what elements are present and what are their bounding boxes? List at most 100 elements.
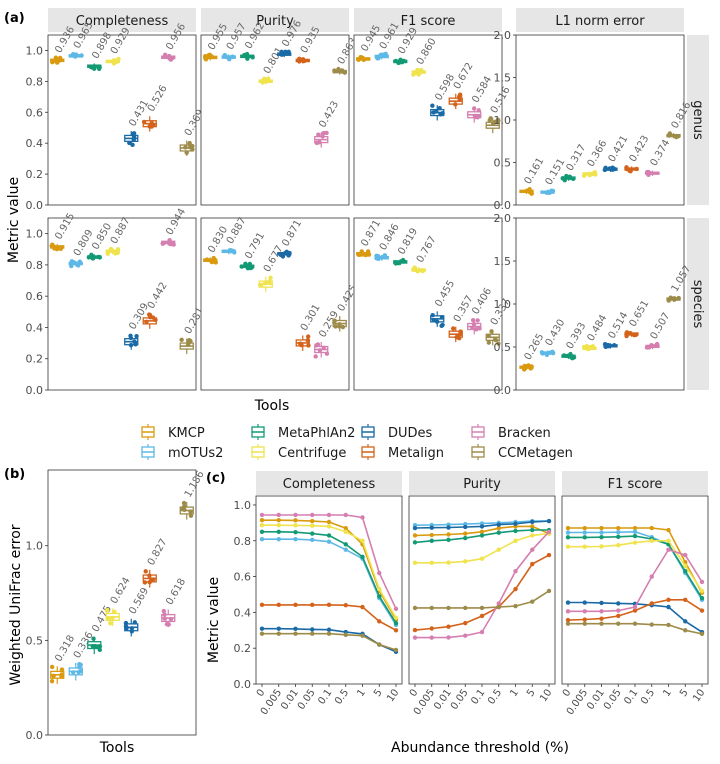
- box-point: [112, 58, 117, 63]
- series-point-ccmetagen: [293, 631, 298, 636]
- box-point: [313, 354, 318, 359]
- box-point: [90, 254, 96, 259]
- series-point-dudes: [293, 626, 298, 632]
- box-point: [567, 174, 572, 179]
- box-point: [97, 65, 102, 70]
- box-genusF1 score6: [467, 106, 482, 123]
- box-b5: [142, 569, 157, 588]
- series-point-metalign: [259, 602, 265, 608]
- x-tick-label: 0.1: [622, 687, 640, 706]
- series-point-dudes: [412, 525, 418, 531]
- series-point-bracken: [565, 609, 571, 614]
- series-point-kmcp: [496, 526, 501, 531]
- series-point-dudes: [276, 626, 281, 631]
- box-point: [250, 55, 255, 60]
- series-point-bracken: [699, 579, 705, 585]
- box-point: [476, 114, 482, 119]
- series-point-metaphlan2: [530, 527, 535, 533]
- box-genusL1 norm error6: [644, 169, 660, 177]
- series-point-bracken: [276, 512, 281, 518]
- box-genusL1 norm error4: [602, 165, 618, 173]
- series-point-dudes: [530, 519, 535, 525]
- y-tick-label: 0.0: [234, 678, 252, 691]
- box-point: [131, 134, 137, 139]
- box-b3: [104, 607, 120, 626]
- series-point-kmcp: [565, 525, 571, 531]
- strip-genus: [687, 35, 709, 205]
- box-point: [564, 173, 569, 179]
- box-speciesL1 norm error6: [644, 341, 660, 350]
- series-point-metalign: [326, 602, 332, 608]
- series-point-kmcp: [276, 517, 281, 523]
- box-point: [568, 351, 573, 357]
- series-point-kmcp: [259, 517, 265, 523]
- series-point-bracken: [343, 512, 348, 518]
- series-point-metalign: [683, 597, 688, 603]
- series-point-bracken: [683, 552, 688, 558]
- y-tick-label: 0.4: [26, 321, 44, 334]
- box-point: [666, 298, 671, 303]
- box-point: [75, 263, 81, 268]
- box-point: [77, 259, 82, 264]
- box-speciesCompleteness6: [160, 237, 176, 247]
- y-tick-label: 0.5: [26, 634, 44, 647]
- box-point: [438, 112, 443, 117]
- x-tick-label: 0: [255, 687, 268, 699]
- box-point: [487, 117, 492, 123]
- box-point: [375, 56, 380, 61]
- box-point: [151, 577, 156, 582]
- box-speciesF1 score6: [467, 318, 482, 335]
- box-point: [431, 110, 436, 115]
- box-point: [453, 102, 458, 107]
- plot-area: [200, 217, 350, 391]
- box-genusL1 norm error1: [540, 188, 556, 196]
- legend-item-motus2: mOTUs2: [141, 444, 223, 461]
- box-point: [204, 257, 210, 262]
- series-point-bracken: [393, 606, 399, 611]
- series-point-centrifuge: [479, 556, 485, 561]
- box-point: [76, 670, 81, 675]
- series-point-centrifuge: [377, 586, 382, 592]
- strip-label: genus: [690, 100, 705, 140]
- box-point: [457, 331, 463, 337]
- box-point: [431, 318, 437, 323]
- box-point: [79, 53, 84, 58]
- box-point: [162, 52, 168, 58]
- series-point-bracken: [326, 512, 332, 518]
- series-point-motus2: [276, 536, 281, 542]
- box-point: [674, 134, 679, 140]
- series-point-centrifuge: [429, 560, 434, 565]
- y-tick-label: 0.2: [234, 642, 252, 655]
- series-point-motus2: [632, 529, 638, 535]
- plot-area: [353, 34, 503, 206]
- series-point-motus2: [565, 530, 571, 535]
- box-point: [337, 324, 342, 329]
- box-point: [528, 366, 533, 371]
- series-point-dudes: [582, 600, 587, 605]
- box-point: [59, 674, 64, 679]
- box-point: [581, 344, 587, 350]
- series-point-kmcp: [599, 525, 604, 531]
- x-tick-label: 10: [691, 687, 707, 704]
- y-tick-label: 0.0: [26, 384, 44, 397]
- series-point-metalign: [276, 602, 281, 608]
- series-point-centrifuge: [326, 524, 332, 529]
- series-point-ccmetagen: [377, 642, 382, 647]
- series-point-centrifuge: [496, 547, 501, 552]
- box-point: [50, 60, 55, 65]
- series-point-centrifuge: [632, 540, 638, 545]
- panel-a-xlabel: Tools: [254, 398, 290, 414]
- box-point: [239, 264, 244, 269]
- box-speciesF1 score4: [430, 311, 445, 329]
- y-tick-label: 0.0: [494, 384, 512, 397]
- box-point: [244, 51, 250, 57]
- box-point: [130, 142, 135, 148]
- series-point-metalign: [343, 603, 348, 608]
- box-point: [56, 58, 61, 64]
- series-point-metalign: [546, 552, 552, 558]
- box-point: [332, 68, 337, 73]
- series-point-bracken: [582, 609, 587, 614]
- series-point-ccmetagen: [666, 622, 671, 628]
- box-genusCompleteness4: [124, 130, 139, 148]
- y-tick-label: 0.0: [26, 199, 44, 212]
